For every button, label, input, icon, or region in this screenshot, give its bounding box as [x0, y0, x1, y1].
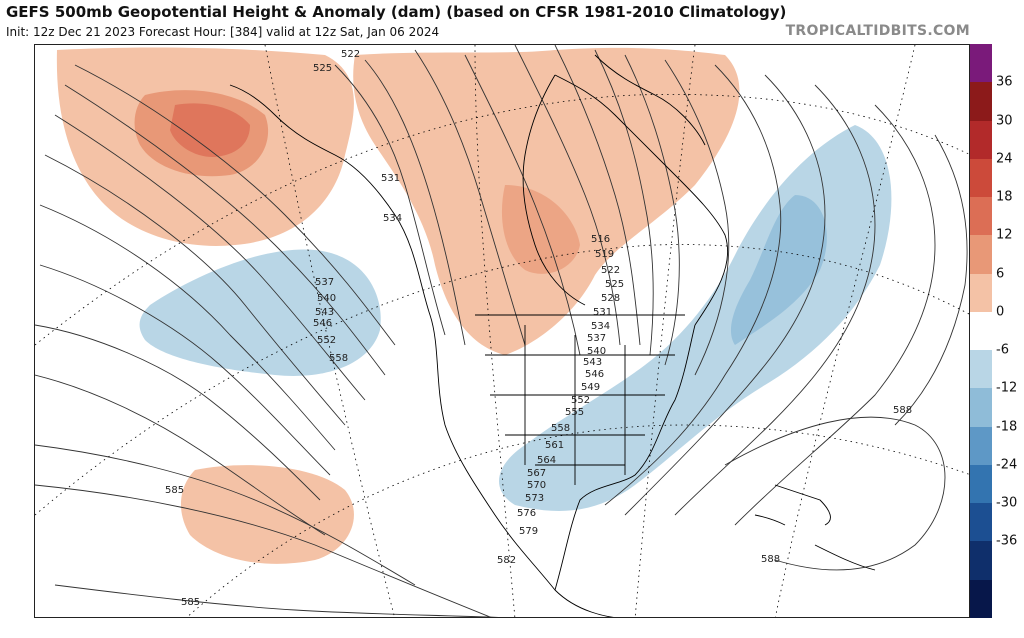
colorbar-tick-label: 18 [996, 189, 1013, 205]
contour-label: 546 [313, 318, 332, 329]
contour-label: 549 [581, 382, 600, 393]
contour-label: 534 [591, 321, 610, 332]
contour-label: 525 [313, 63, 332, 74]
contour-label: 558 [329, 353, 348, 364]
colorbar-segment [970, 44, 992, 83]
contour-label: 540 [587, 346, 606, 357]
contour-labels: 522 525 531 534 537 540 543 546 552 558 … [165, 49, 912, 608]
colorbar-segment [970, 350, 992, 389]
colorbar-segment [970, 273, 992, 313]
contour-label: 537 [315, 277, 334, 288]
page-subtitle: Init: 12z Dec 21 2023 Forecast Hour: [38… [6, 25, 440, 39]
contour-label: 558 [551, 423, 570, 434]
contour-label: 534 [383, 213, 402, 224]
contour-label: 531 [381, 173, 400, 184]
contour-label: 522 [601, 265, 620, 276]
contour-label: 537 [587, 333, 606, 344]
cool-anomaly-pacific [139, 249, 381, 376]
contour-label: 585 [181, 597, 200, 608]
contour-label: 516 [591, 234, 610, 245]
contour-label: 519 [595, 249, 614, 260]
colorbar-tick-label: -30 [996, 495, 1018, 511]
warm-anomaly-inner [170, 103, 250, 158]
colorbar-segment [970, 197, 992, 236]
colorbar-segment [970, 120, 992, 160]
colorbar-tick-label: -36 [996, 533, 1018, 549]
colorbar-segment [970, 235, 992, 275]
map-land-outline [229, 54, 876, 617]
colorbar-tick-label: 36 [996, 74, 1013, 90]
warm-anomaly-pacific [180, 465, 354, 564]
colorbar-ticks: 36 30 24 18 12 6 0 -6 -12 -18 -24 -30 -36 [992, 44, 1024, 618]
contour-label: 570 [527, 480, 546, 491]
contour-label: 555 [565, 407, 584, 418]
cool-anomaly-atlantic-inner [730, 195, 827, 345]
map-panel: 522 525 531 534 537 540 543 546 552 558 … [34, 44, 970, 618]
colorbar-tick-label: -18 [996, 419, 1018, 435]
colorbar-tick-label: -6 [996, 342, 1009, 358]
colorbar [970, 44, 992, 619]
contour-label: 546 [585, 369, 604, 380]
contour-label: 540 [317, 293, 336, 304]
colorbar-segment [970, 158, 992, 198]
colorbar-segment [970, 503, 992, 542]
colorbar-tick-label: 6 [996, 266, 1005, 282]
contour-label: 588 [893, 405, 912, 416]
contour-label: 579 [519, 526, 538, 537]
colorbar-tick-label: -24 [996, 457, 1018, 473]
colorbar-segment [970, 579, 992, 619]
page-title: GEFS 500mb Geopotential Height & Anomaly… [6, 3, 787, 21]
map-graticule [35, 45, 969, 617]
contour-label: 564 [537, 455, 556, 466]
contour-label: 585 [165, 485, 184, 496]
contour-label: 552 [317, 335, 336, 346]
colorbar-tick-label: 12 [996, 227, 1013, 243]
colorbar-segment [970, 426, 992, 466]
contour-label: 528 [601, 293, 620, 304]
colorbar-tick-label: 0 [996, 304, 1005, 320]
contour-label: 552 [571, 395, 590, 406]
warm-anomaly-canada-inner [501, 185, 580, 274]
contour-label: 522 [341, 49, 360, 60]
contour-label: 576 [517, 508, 536, 519]
colorbar-segment [970, 82, 992, 122]
colorbar-segment [970, 388, 992, 428]
contour-label: 561 [545, 440, 564, 451]
contour-label: 582 [497, 555, 516, 566]
contour-label: 573 [525, 493, 544, 504]
colorbar-tick-label: 30 [996, 113, 1013, 129]
contour-label: 588 [761, 554, 780, 565]
colorbar-segment [970, 541, 992, 581]
colorbar-segment [970, 311, 992, 351]
contour-label: 567 [527, 468, 546, 479]
colorbar-segment [970, 464, 992, 504]
contour-label: 525 [605, 279, 624, 290]
contour-label: 543 [315, 307, 334, 318]
contour-label: 543 [583, 357, 602, 368]
colorbar-tick-label: 24 [996, 151, 1013, 167]
map-svg: 522 525 531 534 537 540 543 546 552 558 … [35, 45, 969, 617]
brand-watermark: TROPICALTIDBITS.COM [785, 23, 970, 39]
colorbar-tick-label: -12 [996, 380, 1018, 396]
contour-label: 531 [593, 307, 612, 318]
